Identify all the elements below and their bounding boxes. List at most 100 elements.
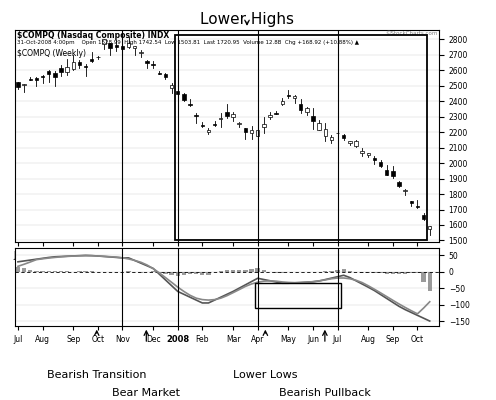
Bar <box>366 272 371 273</box>
Bar <box>207 130 210 132</box>
Bar <box>176 91 180 94</box>
Bar <box>194 272 198 274</box>
Bar <box>348 270 352 272</box>
Bar <box>250 130 253 132</box>
Bar <box>372 158 376 160</box>
Bar <box>109 43 112 48</box>
Bar <box>182 272 186 274</box>
Bar <box>422 272 426 282</box>
Bar <box>391 171 395 176</box>
Bar <box>254 283 341 308</box>
Bar <box>219 118 223 120</box>
Bar <box>34 271 39 272</box>
Bar <box>384 272 389 274</box>
Bar <box>372 272 376 273</box>
Bar <box>22 268 26 272</box>
Bar <box>391 272 395 274</box>
Text: 31-Oct-2008 4:00pm    Open 1528.99  High 1742.54  Low 1503.81  Last 1720.95  Vol: 31-Oct-2008 4:00pm Open 1528.99 High 174… <box>17 40 359 44</box>
Text: Bear Market: Bear Market <box>112 388 181 398</box>
Bar <box>305 108 309 112</box>
Bar <box>158 73 161 74</box>
Bar <box>416 206 419 207</box>
Bar <box>280 272 284 273</box>
Bar <box>348 141 352 143</box>
Bar <box>78 62 81 65</box>
Bar <box>342 269 346 272</box>
Bar <box>342 135 345 138</box>
Bar <box>84 66 87 68</box>
Bar <box>170 272 174 275</box>
Bar <box>336 132 339 133</box>
Bar <box>268 115 272 117</box>
Text: Lower Highs: Lower Highs <box>200 12 294 27</box>
Bar <box>422 215 425 218</box>
Bar <box>249 269 253 272</box>
Bar <box>219 271 223 272</box>
Bar <box>188 104 192 105</box>
Bar <box>231 114 235 117</box>
Bar <box>16 267 20 272</box>
Bar <box>415 272 420 273</box>
Bar <box>262 124 265 127</box>
Bar <box>194 115 198 116</box>
Bar <box>378 272 383 273</box>
Bar <box>47 271 51 272</box>
Bar <box>53 271 57 272</box>
Bar <box>360 272 364 273</box>
Text: ©StockCharts.com: ©StockCharts.com <box>386 31 438 36</box>
Bar <box>361 151 364 153</box>
Bar <box>200 124 204 126</box>
Text: $COMPQ (Weekly): $COMPQ (Weekly) <box>17 49 86 58</box>
Text: Bearish Pullback: Bearish Pullback <box>279 388 371 398</box>
Bar <box>83 271 88 272</box>
Bar <box>274 113 278 114</box>
Bar <box>323 129 327 136</box>
Bar <box>256 130 259 136</box>
Bar <box>41 76 44 77</box>
Bar <box>35 78 38 80</box>
Bar <box>299 104 303 110</box>
Bar <box>65 67 69 72</box>
Bar <box>335 270 340 272</box>
Bar <box>225 112 229 116</box>
Bar <box>126 271 131 272</box>
Bar <box>28 270 32 272</box>
Bar <box>29 79 32 80</box>
Bar <box>397 272 401 274</box>
Bar <box>16 82 20 87</box>
Bar <box>329 271 333 272</box>
Bar <box>409 272 414 274</box>
Bar <box>262 270 266 272</box>
Bar <box>354 141 358 146</box>
Bar <box>182 94 186 100</box>
Bar <box>53 73 57 77</box>
Bar <box>40 271 45 272</box>
Bar <box>164 74 167 77</box>
Bar <box>244 128 247 132</box>
Text: $COMPQ (Nasdaq Composite) INDX: $COMPQ (Nasdaq Composite) INDX <box>17 31 169 40</box>
Bar <box>410 201 413 203</box>
Bar <box>255 268 260 272</box>
Bar <box>281 101 284 104</box>
Bar <box>175 35 427 240</box>
Bar <box>311 116 314 121</box>
Bar <box>317 123 321 130</box>
Bar <box>200 272 204 275</box>
Bar <box>102 39 106 44</box>
Bar <box>151 64 155 65</box>
Bar <box>238 123 241 124</box>
Bar <box>243 270 248 272</box>
Bar <box>225 270 229 272</box>
Bar <box>90 59 93 61</box>
Bar <box>115 45 118 47</box>
Bar <box>231 270 235 272</box>
Text: Bearish Transition: Bearish Transition <box>47 370 146 380</box>
Bar <box>428 272 432 291</box>
Bar <box>47 71 51 74</box>
Bar <box>22 84 26 85</box>
Bar <box>139 52 142 53</box>
Bar <box>385 170 388 175</box>
Bar <box>287 95 290 96</box>
Bar <box>237 270 242 272</box>
Bar <box>379 162 382 166</box>
